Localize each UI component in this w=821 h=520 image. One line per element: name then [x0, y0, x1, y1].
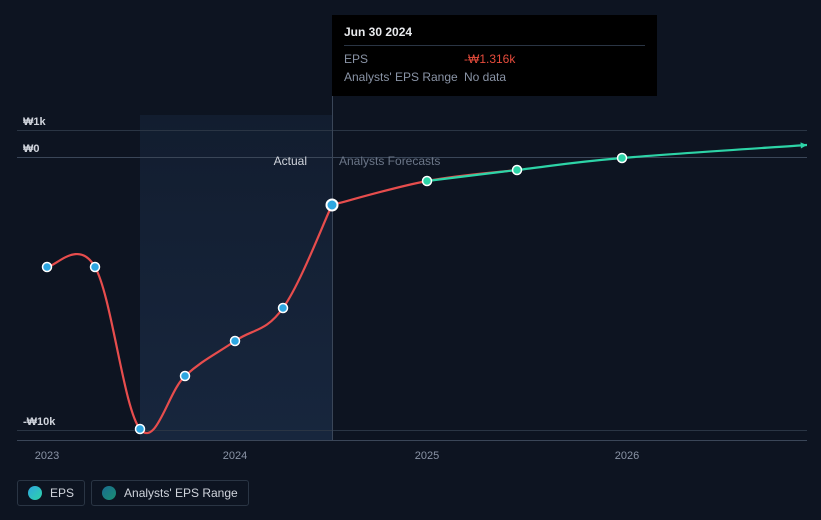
- legend-item[interactable]: Analysts' EPS Range: [91, 480, 249, 506]
- x-axis-label: 2026: [615, 450, 639, 462]
- tooltip-value: No data: [464, 70, 506, 84]
- tooltip-key: EPS: [344, 52, 464, 66]
- y-axis-label: ₩1k: [23, 116, 46, 128]
- legend-item[interactable]: EPS: [17, 480, 85, 506]
- legend-swatch: [102, 486, 116, 500]
- legend: EPS Analysts' EPS Range: [17, 480, 249, 506]
- tooltip-row: EPS-₩1.316k: [344, 50, 645, 68]
- tooltip-date: Jun 30 2024: [344, 25, 645, 46]
- x-axis-label: 2025: [415, 450, 439, 462]
- x-axis-label: 2023: [35, 450, 59, 462]
- tooltip-row: Analysts' EPS RangeNo data: [344, 68, 645, 86]
- eps-chart: Actual Analysts Forecasts 20232024202520…: [0, 0, 821, 520]
- y-axis-label: -₩10k: [23, 416, 55, 428]
- legend-label: EPS: [50, 486, 74, 500]
- y-axis-label: ₩0: [23, 143, 40, 155]
- chart-tooltip: Jun 30 2024 EPS-₩1.316kAnalysts' EPS Ran…: [332, 15, 657, 96]
- x-axis-label: 2024: [223, 450, 247, 462]
- legend-swatch: [28, 486, 42, 500]
- tooltip-key: Analysts' EPS Range: [344, 70, 464, 84]
- x-axis-line: [17, 440, 807, 441]
- legend-label: Analysts' EPS Range: [124, 486, 238, 500]
- tooltip-value: -₩1.316k: [464, 52, 515, 66]
